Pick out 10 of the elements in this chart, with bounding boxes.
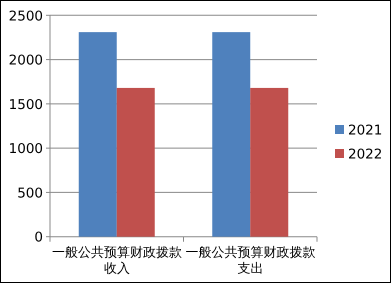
y-tick-label: 1000	[8, 141, 43, 158]
y-tick-label: 2000	[8, 52, 43, 69]
y-tick-label: 2500	[8, 8, 43, 24]
legend-label: 2021	[348, 122, 382, 138]
y-tick-label: 500	[17, 185, 43, 202]
y-tick-label: 1500	[8, 96, 43, 113]
legend-label: 2022	[348, 146, 382, 162]
x-tick-label: 一般公共预算财政拨款收入	[52, 246, 182, 277]
x-tick-label: 一般公共预算财政拨款支出	[185, 246, 316, 277]
y-tick-label: 0	[34, 230, 43, 246]
